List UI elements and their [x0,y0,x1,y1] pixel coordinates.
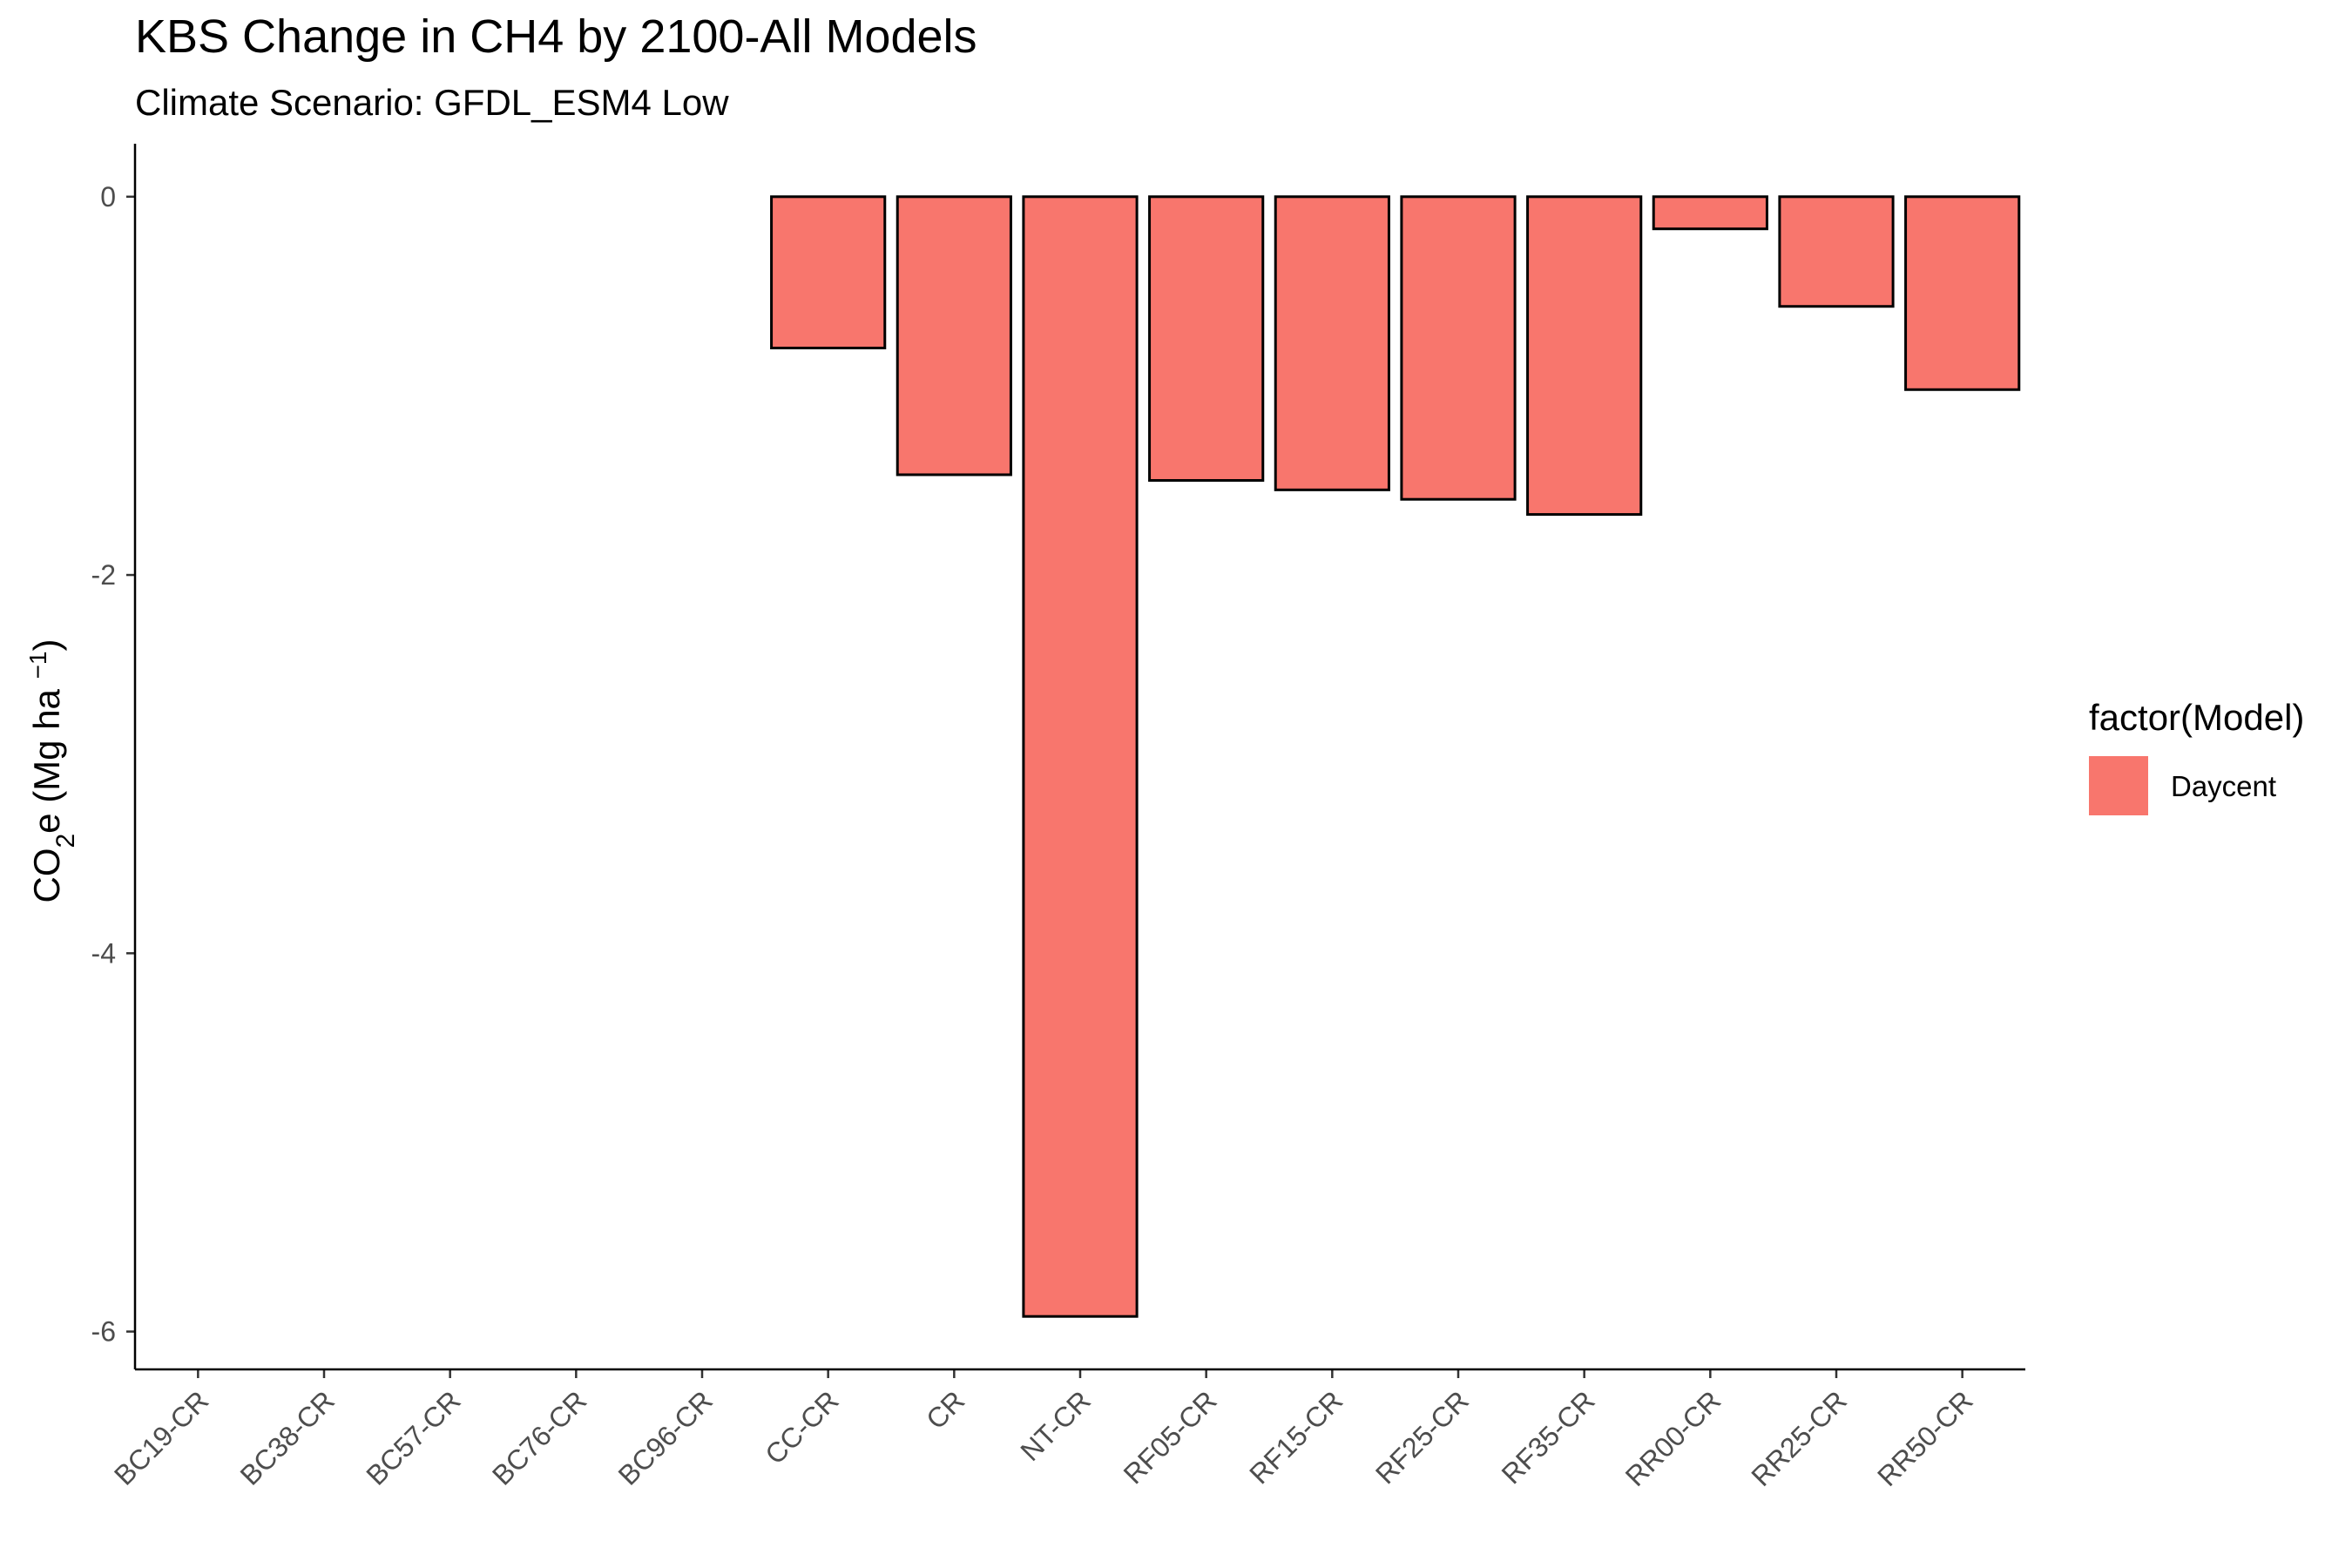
bar-RF35-CR [1526,195,1643,517]
bar-RF15-CR [1274,195,1390,491]
x-tick-label: RR00-CR [1619,1384,1727,1492]
legend-label-daycent: Daycent [2171,770,2276,802]
bar-CC-CR [770,195,887,349]
x-tick-label: BC19-CR [108,1384,214,1490]
x-tick-label: RF25-CR [1369,1384,1475,1490]
y-axis-ticks: 0 -2 -4 -6 [91,181,135,1348]
y-tick-label: -6 [91,1316,116,1348]
x-tick-label: BC38-CR [234,1384,341,1490]
bar-RF25-CR [1400,195,1517,501]
x-tick-label: RR50-CR [1871,1384,1979,1492]
x-axis-ticks: BC19-CR BC38-CR BC57-CR BC76-CR BC96-CR CC-CR… [108,1369,1979,1492]
bar-NT-CR [1022,195,1139,1318]
x-tick-label: RR25-CR [1745,1384,1853,1492]
x-tick-label: BC57-CR [360,1384,466,1490]
x-tick-label: RF15-CR [1243,1384,1348,1490]
bar-RR00-CR [1652,195,1768,231]
bar-RF05-CR [1148,195,1265,482]
legend: factor(Model) Daycent [2089,697,2304,815]
y-tick-label: -4 [91,937,116,969]
y-tick-label: -2 [91,559,116,591]
chart-subtitle: Climate Scenario: GFDL_ESM4 Low [135,82,729,123]
legend-swatch-daycent [2089,756,2148,815]
x-tick-label: RF35-CR [1496,1384,1601,1490]
x-tick-label: BC96-CR [612,1384,719,1490]
y-tick-label: 0 [100,181,116,213]
y-axis-label: CO2e (Mg ha −1) [24,639,80,902]
x-tick-label: RF05-CR [1118,1384,1223,1490]
legend-title: factor(Model) [2089,697,2304,738]
chart-title: KBS Change in CH4 by 2100-All Models [135,10,977,63]
bar-RR25-CR [1778,195,1895,308]
bars [770,195,2021,1318]
bar-RR50-CR [1904,195,2021,391]
x-tick-label: CR [920,1384,970,1435]
bar-CR [896,195,1012,476]
x-tick-label: NT-CR [1014,1384,1097,1467]
x-tick-label: CC-CR [759,1384,844,1470]
x-tick-label: BC76-CR [486,1384,592,1490]
